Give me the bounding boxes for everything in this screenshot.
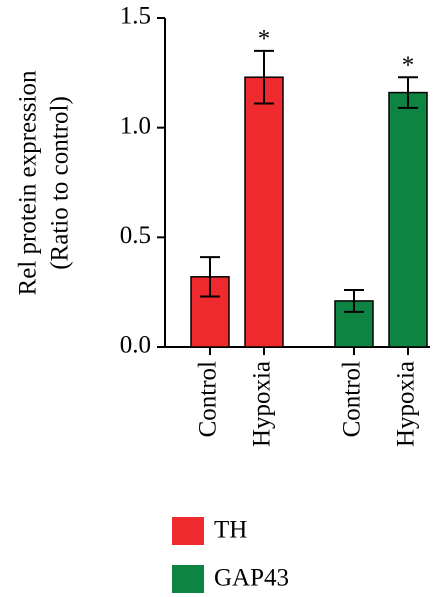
x-tick-label: Hypoxia: [249, 361, 276, 447]
y-tick-label: 1.0: [120, 112, 151, 139]
y-tick-label: 1.5: [120, 3, 151, 30]
legend-label: TH: [214, 517, 247, 544]
x-tick-label: Hypoxia: [393, 361, 420, 447]
y-tick-label: 0.0: [120, 332, 151, 359]
significance: *: [258, 26, 271, 53]
x-tick-label: Control: [339, 361, 366, 437]
y-axis-label: (Ratio to control): [47, 96, 74, 270]
y-axis-label: Rel protein expression: [15, 70, 42, 295]
x-tick-label: Control: [195, 361, 222, 437]
legend-swatch: [172, 517, 204, 545]
legend-swatch: [172, 565, 204, 593]
bar: [388, 91, 428, 348]
legend-label: GAP43: [214, 565, 289, 592]
significance: *: [402, 52, 415, 79]
bar: [244, 76, 284, 348]
y-tick-label: 0.5: [120, 222, 151, 249]
